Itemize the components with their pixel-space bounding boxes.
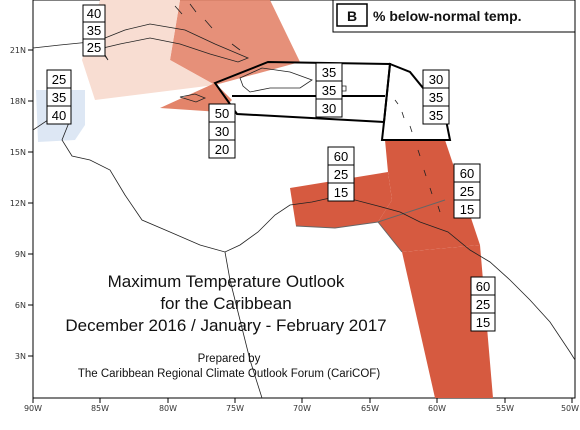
lon-tick-label: 70W (293, 404, 311, 413)
title-line-1: Maximum Temperature Outlook (108, 272, 345, 291)
region-thin-outlines (295, 199, 446, 253)
lat-tick-label: 12N (10, 199, 26, 208)
lat-tick-label: 21N (10, 46, 26, 55)
region-south-divider (295, 221, 403, 253)
prob-below: 15 (334, 185, 348, 200)
legend-key-box (336, 3, 368, 27)
prob-stack-leeward: 30 35 35 (422, 69, 450, 125)
prob-below: 25 (87, 40, 101, 55)
coastlines (32, 3, 576, 399)
lon-tick-label: 75W (226, 404, 244, 413)
lon-tick-label: 85W (91, 404, 109, 413)
prob-below: 15 (476, 315, 490, 330)
prob-below: 20 (215, 142, 229, 157)
credit-line-1: Prepared by (198, 353, 261, 365)
region-guianas-fill (402, 245, 493, 398)
prob-above: 25 (52, 72, 66, 87)
coast-lesser-antilles (394, 99, 441, 213)
lon-tick-label: 80W (159, 404, 177, 413)
coast-bahamas (174, 3, 241, 51)
prob-normal: 25 (476, 297, 490, 312)
lon-tick-label: 50W (561, 404, 579, 413)
lon-tick-label: 55W (496, 404, 514, 413)
prob-stack-guianas: 60 25 15 (470, 276, 496, 332)
prob-above: 35 (322, 65, 336, 80)
prob-stack-windward: 60 25 15 (453, 163, 481, 219)
prob-normal: 25 (334, 167, 348, 182)
prob-normal: 30 (215, 124, 229, 139)
lat-tick-label: 18N (10, 97, 26, 106)
prob-above: 40 (87, 6, 101, 21)
coast-colombia (224, 251, 263, 399)
map-credit: Prepared by The Caribbean Regional Clima… (78, 353, 380, 380)
lon-tick-label: 90W (24, 404, 42, 413)
prob-above: 60 (460, 166, 474, 181)
legend-frame (332, 0, 576, 33)
lat-tick-label: 6N (15, 301, 26, 310)
region-leeward-outline (380, 62, 452, 141)
prob-above: 30 (429, 72, 443, 87)
prob-below: 40 (52, 108, 66, 123)
coast-hispaniola (239, 67, 313, 93)
region-cuba-light-fill (82, 0, 215, 100)
prob-stack-hispaniola: 35 35 30 (315, 62, 343, 118)
lat-tick-label: 9N (15, 250, 26, 259)
prob-above: 50 (215, 106, 229, 121)
region-windward-fill (378, 140, 480, 252)
lon-tick-label: 65W (361, 404, 379, 413)
prob-normal: 35 (87, 23, 101, 38)
prob-normal: 35 (52, 90, 66, 105)
credit-line-2: The Caribbean Regional Climate Outlook F… (78, 368, 380, 380)
title-line-2: for the Caribbean (160, 294, 291, 313)
prob-below: 35 (429, 108, 443, 123)
map-title: Maximum Temperature Outlook for the Cari… (65, 272, 386, 335)
legend-key-letter: B (347, 8, 357, 24)
prob-below: 15 (460, 202, 474, 217)
legend: B % below-normal temp. (332, 0, 576, 33)
coast-jamaica (179, 93, 207, 103)
title-line-3: December 2016 / January - February 2017 (65, 316, 386, 335)
prob-stack-carib-south: 60 25 15 (327, 146, 355, 202)
axis-ticks (28, 49, 573, 403)
prob-above: 60 (334, 149, 348, 164)
lon-tick-label: 60W (428, 404, 446, 413)
prob-stack-cuba-north: 40 35 25 (82, 4, 106, 57)
lon-labels: 90W 85W 80W 75W 70W 65W 60W 55W 50W (24, 404, 579, 413)
prob-above: 60 (476, 279, 490, 294)
legend-label: % below-normal temp. (373, 8, 522, 24)
coast-cuba (99, 23, 250, 63)
region-cuba-north-fill (170, 0, 300, 85)
prob-normal: 35 (429, 90, 443, 105)
prob-below: 30 (322, 101, 336, 116)
region-windward-divider (377, 199, 446, 223)
coast-south-america (329, 197, 576, 361)
prob-stack-bahamas-west: 25 35 40 (46, 69, 72, 125)
prob-normal: 25 (460, 184, 474, 199)
prob-normal: 35 (322, 83, 336, 98)
lat-tick-label: 3N (15, 352, 26, 361)
prob-stack-jamaica: 50 30 20 (208, 103, 236, 159)
lat-labels: 21N 18N 15N 12N 9N 6N 3N (10, 46, 26, 361)
lat-tick-label: 15N (10, 148, 26, 157)
